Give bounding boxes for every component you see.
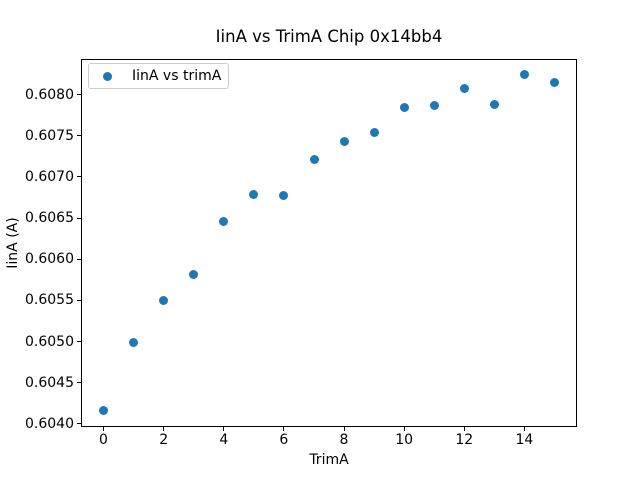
data-point [309,155,319,165]
x-tick-mark [223,427,225,431]
x-tick-mark [163,427,165,431]
data-point [519,70,529,80]
x-tick-mark [343,427,345,431]
data-point [459,84,469,94]
legend: IinA vs trimA [88,63,230,89]
legend-label: IinA vs trimA [132,68,222,84]
x-axis-label: TrimA [309,452,349,468]
y-tick-label: 0.6045 [25,374,74,391]
y-tick-label: 0.6070 [25,168,74,185]
x-tick-mark [283,427,285,431]
x-tick-label: 6 [279,432,289,448]
y-tick-label: 0.6040 [25,415,74,432]
data-point [279,191,289,201]
x-tick-label: 12 [455,432,474,448]
legend-marker-icon [103,71,112,81]
x-tick-mark [523,427,525,431]
data-point [99,406,108,416]
y-tick-label: 0.6075 [25,127,74,144]
data-point [219,216,229,226]
x-tick-label: 8 [339,432,349,448]
y-tick-mark [77,258,81,260]
y-tick-label: 0.6055 [25,292,74,309]
y-tick-mark [77,176,81,178]
data-point [429,100,439,110]
y-tick-mark [77,382,81,384]
data-point [339,137,349,147]
x-tick-label: 10 [395,432,414,448]
y-tick-mark [77,341,81,343]
x-tick-label: 14 [515,432,534,448]
x-tick-label: 2 [159,432,169,448]
x-tick-label: 4 [219,432,229,448]
data-point [249,189,259,199]
y-axis-label: IinA (A) [5,217,21,269]
x-tick-mark [463,427,465,431]
plot-area [81,59,577,427]
data-point [369,128,379,137]
y-tick-mark [77,217,81,219]
x-tick-mark [103,427,104,431]
y-tick-label: 0.6060 [25,251,74,268]
y-tick-label: 0.6065 [25,210,74,227]
y-tick-label: 0.6050 [25,333,74,350]
data-point [489,100,499,109]
chart-title: IinA vs TrimA Chip 0x14bb4 [215,27,443,46]
data-point [550,77,559,87]
y-tick-mark [77,299,81,301]
data-point [159,295,169,305]
y-tick-mark [77,135,81,137]
data-point [399,103,409,113]
y-tick-mark [77,423,81,425]
data-point [189,269,199,279]
data-point [129,337,139,347]
x-tick-label: 0 [99,432,108,448]
y-tick-label: 0.6080 [25,86,74,103]
y-tick-mark [77,94,81,96]
x-tick-mark [403,427,405,431]
